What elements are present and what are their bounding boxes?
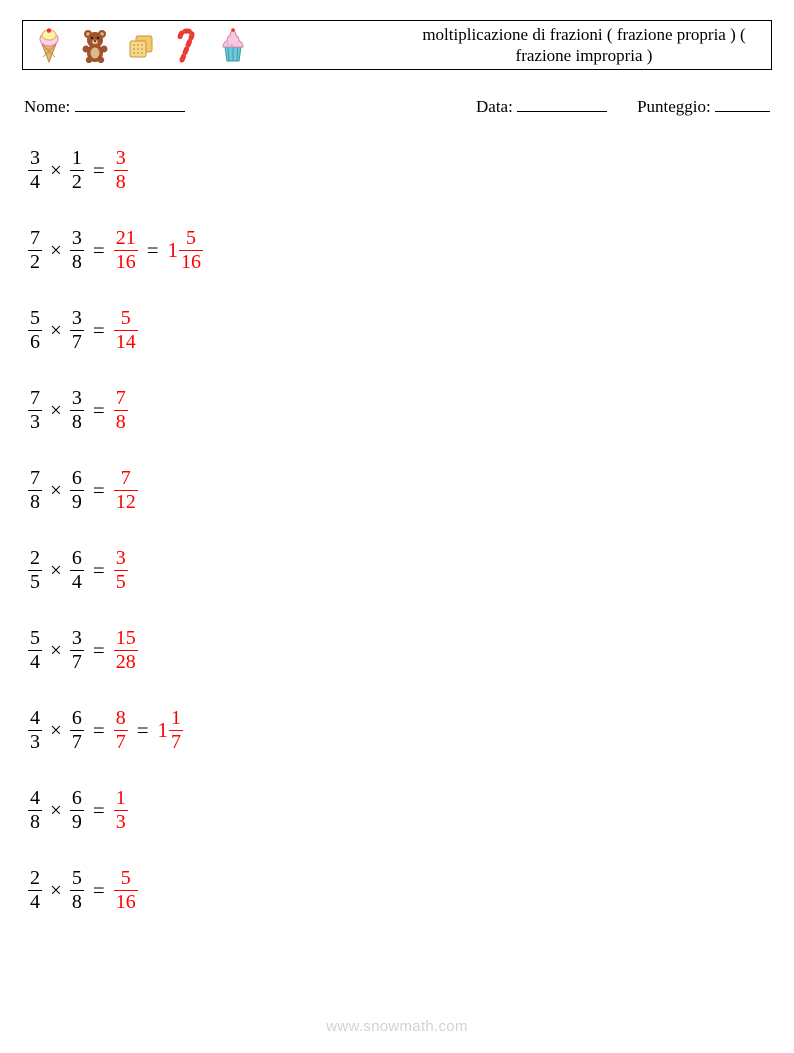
problem-row: 48×69=13 — [28, 787, 772, 835]
fraction: 69 — [70, 788, 84, 833]
answer: 87 — [114, 708, 128, 753]
score-blank[interactable] — [715, 94, 770, 112]
answer: 1516 — [168, 228, 204, 273]
fraction: 13 — [114, 788, 128, 833]
answer: 78 — [114, 388, 128, 433]
fraction: 1528 — [114, 628, 138, 673]
teddy-bear-icon — [79, 27, 111, 63]
answer: 38 — [114, 148, 128, 193]
times-operator: × — [42, 558, 70, 583]
fraction: 48 — [28, 788, 42, 833]
fraction: 35 — [114, 548, 128, 593]
problem-row: 43×67=87=117 — [28, 707, 772, 755]
fraction: 25 — [28, 548, 42, 593]
fraction: 516 — [114, 868, 138, 913]
equals-sign: = — [84, 718, 114, 743]
equals-sign: = — [84, 398, 114, 423]
fraction: 37 — [70, 628, 84, 673]
worksheet-title: moltiplicazione di frazioni ( frazione p… — [397, 21, 771, 69]
fraction: 12 — [70, 148, 84, 193]
equals-sign: = — [84, 878, 114, 903]
equals-sign: = — [84, 478, 114, 503]
header-icons — [23, 21, 397, 69]
fraction: 58 — [70, 868, 84, 913]
fraction: 34 — [28, 148, 42, 193]
answer: 117 — [158, 708, 184, 753]
times-operator: × — [42, 798, 70, 823]
times-operator: × — [42, 638, 70, 663]
fraction: 514 — [114, 308, 138, 353]
date-label: Data: — [476, 97, 513, 116]
cupcake-icon — [217, 27, 249, 63]
fraction: 43 — [28, 708, 42, 753]
fraction: 69 — [70, 468, 84, 513]
equals-sign: = — [84, 318, 114, 343]
equals-sign: = — [84, 798, 114, 823]
equals-sign: = — [128, 718, 158, 743]
times-operator: × — [42, 238, 70, 263]
fraction: 38 — [114, 148, 128, 193]
fraction: 24 — [28, 868, 42, 913]
fraction: 87 — [114, 708, 128, 753]
watermark: www.snowmath.com — [0, 1018, 794, 1035]
fraction: 712 — [114, 468, 138, 513]
times-operator: × — [42, 398, 70, 423]
problem-row: 73×38=78 — [28, 387, 772, 435]
fraction: 54 — [28, 628, 42, 673]
answer: 13 — [114, 788, 128, 833]
fraction: 67 — [70, 708, 84, 753]
answer: 1528 — [114, 628, 138, 673]
answer: 712 — [114, 468, 138, 513]
fraction: 38 — [70, 228, 84, 273]
fraction: 73 — [28, 388, 42, 433]
problem-row: 24×58=516 — [28, 867, 772, 915]
crackers-icon — [125, 27, 157, 63]
problem-row: 25×64=35 — [28, 547, 772, 595]
times-operator: × — [42, 878, 70, 903]
meta-row: Nome: Data: Punteggio: — [22, 94, 772, 117]
answer: 516 — [114, 868, 138, 913]
answer: 35 — [114, 548, 128, 593]
worksheet-header: moltiplicazione di frazioni ( frazione p… — [22, 20, 772, 70]
fraction: 516 — [179, 228, 203, 273]
fraction: 56 — [28, 308, 42, 353]
date-blank[interactable] — [517, 94, 607, 112]
times-operator: × — [42, 158, 70, 183]
candy-cane-icon — [171, 27, 203, 63]
name-blank[interactable] — [75, 94, 185, 112]
answer: 514 — [114, 308, 138, 353]
times-operator: × — [42, 478, 70, 503]
fraction: 64 — [70, 548, 84, 593]
mixed-whole: 1 — [168, 238, 180, 263]
equals-sign: = — [84, 638, 114, 663]
problem-row: 34×12=38 — [28, 147, 772, 195]
equals-sign: = — [84, 558, 114, 583]
fraction: 78 — [28, 468, 42, 513]
fraction: 17 — [169, 708, 183, 753]
times-operator: × — [42, 718, 70, 743]
equals-sign: = — [84, 158, 114, 183]
times-operator: × — [42, 318, 70, 343]
fraction: 38 — [70, 388, 84, 433]
ice-cream-icon — [33, 27, 65, 63]
score-label: Punteggio: — [637, 97, 711, 116]
answer: 2116 — [114, 228, 138, 273]
fraction: 37 — [70, 308, 84, 353]
problem-row: 78×69=712 — [28, 467, 772, 515]
equals-sign: = — [84, 238, 114, 263]
fraction: 2116 — [114, 228, 138, 273]
problem-row: 72×38=2116=1516 — [28, 227, 772, 275]
equals-sign: = — [138, 238, 168, 263]
mixed-whole: 1 — [158, 718, 170, 743]
problem-row: 54×37=1528 — [28, 627, 772, 675]
fraction: 78 — [114, 388, 128, 433]
problem-row: 56×37=514 — [28, 307, 772, 355]
problems-list: 34×12=3872×38=2116=151656×37=51473×38=78… — [22, 147, 772, 915]
name-label: Nome: — [24, 97, 70, 116]
fraction: 72 — [28, 228, 42, 273]
